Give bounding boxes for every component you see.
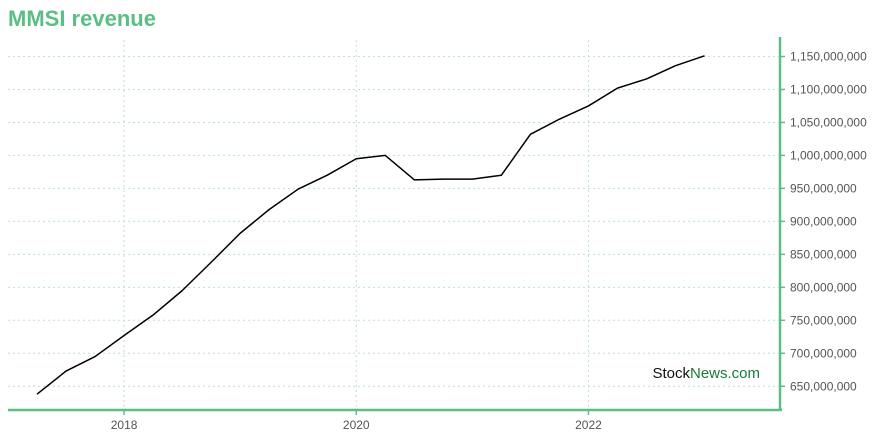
y-tick-label: 1,000,000,000: [790, 148, 867, 162]
y-tick-label: 1,050,000,000: [790, 115, 867, 129]
x-tick-label: 2018: [111, 418, 138, 432]
y-tick-label: 1,100,000,000: [790, 82, 867, 96]
watermark-news: News.com: [689, 365, 760, 382]
axes: [8, 37, 785, 415]
x-tick-label: 2020: [343, 418, 370, 432]
tick-labels: 650,000,000 700,000,000 750,000,000 800,000…: [111, 49, 867, 432]
watermark: StockNews.com: [652, 365, 760, 382]
y-tick-label: 900,000,000: [790, 214, 857, 228]
y-tick-label: 750,000,000: [790, 313, 857, 327]
y-tick-label: 1,150,000,000: [790, 49, 867, 63]
y-tick-label: 700,000,000: [790, 346, 857, 360]
y-tick-label: 950,000,000: [790, 181, 857, 195]
series-line: [36, 55, 705, 395]
y-tick-label: 650,000,000: [790, 379, 857, 393]
y-tick-label: 800,000,000: [790, 280, 857, 294]
grid-lines: [8, 40, 780, 410]
chart-title: MMSI revenue: [8, 6, 156, 31]
x-tick-label: 2022: [575, 418, 602, 432]
y-tick-label: 850,000,000: [790, 247, 857, 261]
watermark-stock: Stock: [652, 365, 690, 382]
revenue-series: [36, 55, 705, 395]
